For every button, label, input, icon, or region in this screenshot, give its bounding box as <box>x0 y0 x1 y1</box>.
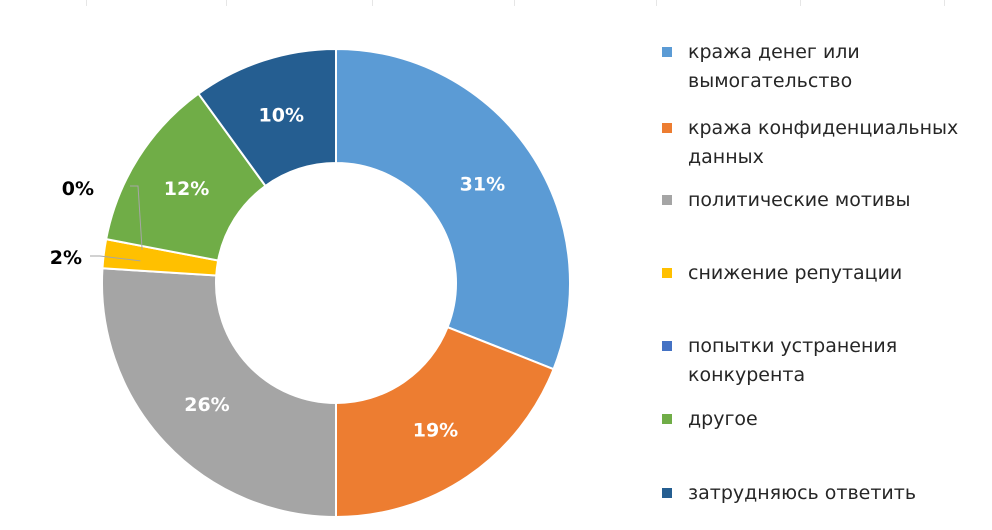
legend-label: кража конфиденциальных данных <box>688 117 959 168</box>
grid-tick <box>944 0 945 6</box>
legend-item: кража конфиденциальных данных <box>662 114 978 172</box>
data-label-3: 2% <box>50 247 82 269</box>
data-label-1: 19% <box>413 419 458 441</box>
legend-swatch <box>662 195 672 205</box>
legend-item: другое <box>662 405 978 434</box>
data-label-6: 10% <box>259 105 304 127</box>
grid-tick <box>226 0 227 6</box>
grid-tick <box>86 0 87 6</box>
legend-swatch <box>662 341 672 351</box>
legend-swatch <box>662 268 672 278</box>
data-label-2: 26% <box>184 394 229 416</box>
data-labels: 31% 19% 26% 2% 0% 12% 10% <box>50 105 505 442</box>
leader-line-4 <box>130 185 143 250</box>
legend-item: снижение репутации <box>662 259 978 288</box>
grid-tick <box>800 0 801 6</box>
slice-1 <box>335 325 555 519</box>
slice-6 <box>197 47 337 188</box>
legend-swatch <box>662 488 672 498</box>
legend-label: попытки устранения конкурента <box>688 335 898 386</box>
slice-0 <box>335 47 571 371</box>
data-label-0: 31% <box>460 174 505 196</box>
legend-item: затрудняюсь ответить <box>662 479 978 508</box>
data-label-5: 12% <box>164 178 209 200</box>
legend-label: кража денег или вымогательство <box>688 41 860 92</box>
legend-label: политические мотивы <box>688 189 911 211</box>
donut-chart: 31% 19% 26% 2% 0% 12% 10% <box>50 47 571 519</box>
data-label-4: 0% <box>62 178 94 200</box>
legend-label: снижение репутации <box>688 262 903 284</box>
legend-label: затрудняюсь ответить <box>688 482 917 504</box>
grid-tick <box>656 0 657 6</box>
legend-swatch <box>662 47 672 57</box>
grid-tick <box>514 0 515 6</box>
legend-item: попытки устранения конкурента <box>662 332 978 390</box>
legend-swatch <box>662 123 672 133</box>
grid-tick <box>372 0 373 6</box>
leader-lines <box>90 185 143 262</box>
legend-item: политические мотивы <box>662 186 978 215</box>
donut-slices <box>101 47 571 519</box>
legend-label: другое <box>688 408 758 430</box>
slice-2 <box>101 267 337 519</box>
leader-line-3 <box>90 255 141 262</box>
legend-swatch <box>662 414 672 424</box>
legend-item: кража денег или вымогательство <box>662 38 978 96</box>
